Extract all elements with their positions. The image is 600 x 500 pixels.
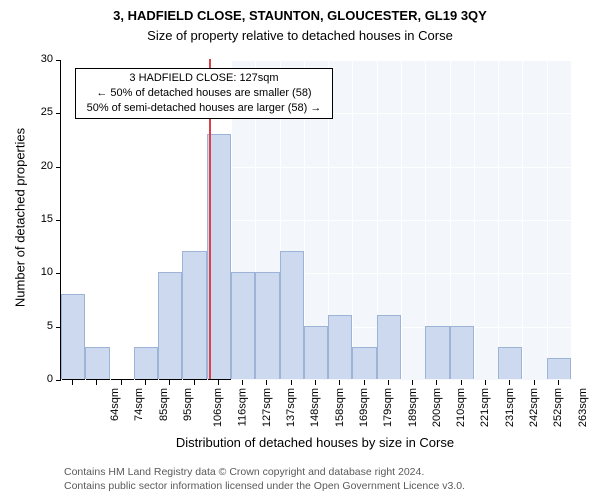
y-tick-label: 20 (29, 160, 53, 172)
y-tick-label: 25 (29, 106, 53, 118)
x-tick-mark (509, 380, 510, 385)
property-size-chart: 3, HADFIELD CLOSE, STAUNTON, GLOUCESTER,… (0, 0, 600, 500)
x-tick-mark (388, 380, 389, 385)
histogram-bar (134, 347, 158, 379)
histogram-bar (450, 326, 474, 379)
gridline-v (498, 60, 499, 380)
footer-line1: Contains HM Land Registry data © Crown c… (64, 465, 465, 479)
y-tick-label: 5 (29, 320, 53, 332)
x-tick-label: 127sqm (261, 388, 273, 427)
x-tick-label: 148sqm (310, 388, 322, 427)
x-tick-label: 242sqm (528, 388, 540, 427)
y-tick-label: 30 (29, 53, 53, 65)
x-tick-label: 179sqm (382, 388, 394, 427)
x-tick-mark (339, 380, 340, 385)
x-tick-label: 263sqm (577, 388, 589, 427)
x-tick-mark (436, 380, 437, 385)
histogram-bar (231, 272, 255, 379)
y-tick-label: 15 (29, 213, 53, 225)
chart-title-line2: Size of property relative to detached ho… (0, 28, 600, 43)
footer-line2: Contains public sector information licen… (64, 479, 465, 493)
x-tick-mark (194, 380, 195, 385)
x-tick-mark (291, 380, 292, 385)
x-tick-mark (534, 380, 535, 385)
x-tick-label: 221sqm (480, 388, 492, 427)
x-tick-mark (266, 380, 267, 385)
x-tick-label: 95sqm (182, 388, 194, 421)
x-tick-mark (558, 380, 559, 385)
x-tick-mark (461, 380, 462, 385)
gridline-v (401, 60, 402, 380)
x-tick-label: 252sqm (552, 388, 564, 427)
annotation-line: 50% of semi-detached houses are larger (… (80, 101, 328, 116)
histogram-bar (182, 251, 206, 379)
x-tick-mark (96, 380, 97, 385)
y-axis-label: Number of detached properties (13, 108, 28, 328)
annotation-line: 3 HADFIELD CLOSE: 127sqm (80, 71, 328, 86)
gridline-h (61, 380, 571, 381)
x-tick-mark (412, 380, 413, 385)
x-tick-label: 116sqm (236, 388, 248, 426)
gridline-h (61, 60, 571, 61)
x-tick-mark (145, 380, 146, 385)
gridline-h (61, 273, 571, 274)
histogram-bar (425, 326, 449, 379)
x-tick-label: 200sqm (431, 388, 443, 427)
x-tick-mark (218, 380, 219, 385)
gridline-h (61, 220, 571, 221)
gridline-v (547, 60, 548, 380)
x-tick-label: 74sqm (133, 388, 145, 421)
histogram-bar (498, 347, 522, 379)
x-tick-label: 64sqm (109, 388, 121, 421)
x-tick-label: 231sqm (504, 388, 516, 427)
x-tick-label: 158sqm (334, 388, 346, 427)
histogram-bar (547, 358, 571, 379)
histogram-bar (328, 315, 352, 379)
histogram-bar (85, 347, 109, 379)
histogram-bar (255, 272, 279, 379)
histogram-bar (352, 347, 376, 379)
y-tick-label: 0 (29, 373, 53, 385)
chart-title-line1: 3, HADFIELD CLOSE, STAUNTON, GLOUCESTER,… (0, 8, 600, 23)
histogram-bar (377, 315, 401, 379)
x-tick-label: 85sqm (158, 388, 170, 421)
x-tick-mark (121, 380, 122, 385)
histogram-bar (61, 294, 85, 379)
annotation-line: ← 50% of detached houses are smaller (58… (80, 86, 328, 101)
x-tick-mark (169, 380, 170, 385)
annotation-box: 3 HADFIELD CLOSE: 127sqm← 50% of detache… (75, 68, 333, 119)
y-tick-mark (56, 380, 61, 381)
x-tick-mark (364, 380, 365, 385)
x-tick-label: 106sqm (212, 388, 224, 427)
histogram-bar (158, 272, 182, 379)
x-tick-mark (315, 380, 316, 385)
x-tick-label: 189sqm (407, 388, 419, 427)
gridline-v (571, 60, 572, 380)
footer-attribution: Contains HM Land Registry data © Crown c… (64, 465, 465, 493)
y-tick-label: 10 (29, 266, 53, 278)
x-tick-label: 210sqm (455, 388, 467, 427)
histogram-bar (304, 326, 328, 379)
gridline-h (61, 167, 571, 168)
histogram-bar (280, 251, 304, 379)
gridline-v (522, 60, 523, 380)
x-axis-label: Distribution of detached houses by size … (60, 435, 570, 450)
x-tick-mark (72, 380, 73, 385)
x-tick-label: 137sqm (285, 388, 297, 427)
x-tick-mark (242, 380, 243, 385)
gridline-v (352, 60, 353, 380)
x-tick-mark (485, 380, 486, 385)
gridline-v (474, 60, 475, 380)
x-tick-label: 169sqm (358, 388, 370, 427)
